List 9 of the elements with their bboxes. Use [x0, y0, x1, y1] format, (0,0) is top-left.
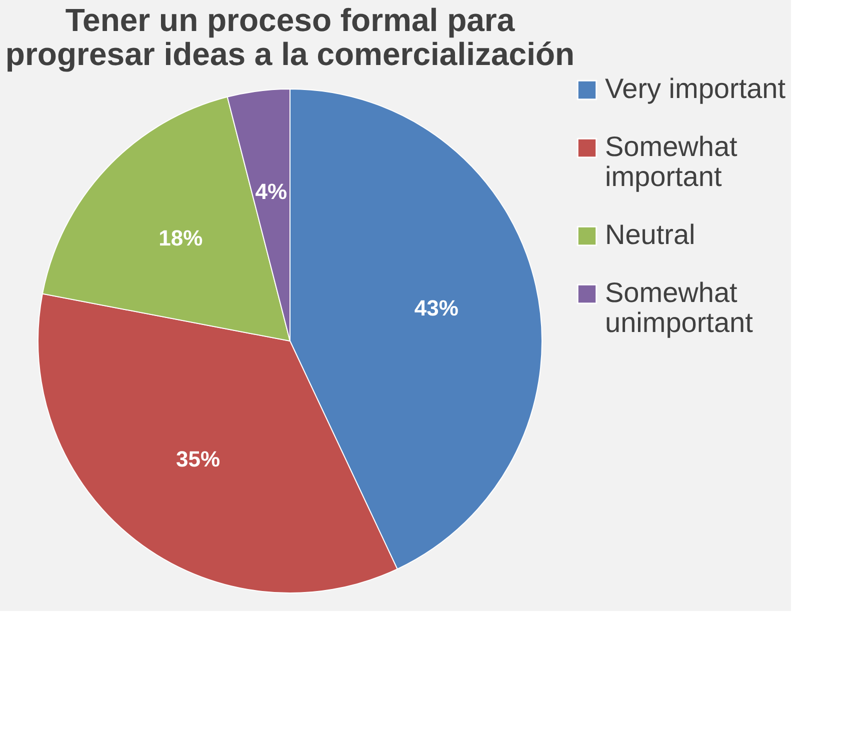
- data-label: 43%: [414, 295, 458, 320]
- data-label: 4%: [255, 179, 288, 204]
- legend-label: Neutral: [605, 219, 696, 250]
- legend-label: Somewhat important: [605, 131, 738, 192]
- data-label: 35%: [176, 446, 220, 472]
- data-label: 18%: [158, 225, 203, 250]
- legend-label: Somewhat unimportant: [605, 277, 754, 338]
- chart-title: Tener un proceso formal para progresar ideas a la comercialización: [5, 2, 575, 72]
- legend-label: Very important: [605, 73, 786, 104]
